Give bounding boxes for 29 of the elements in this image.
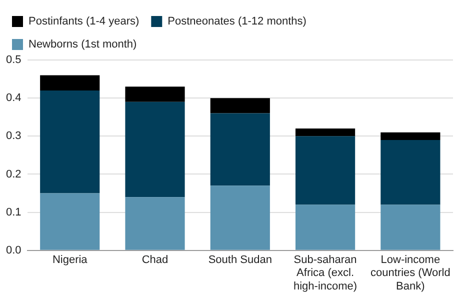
x-tick-label: South Sudan (208, 254, 272, 266)
bar (380, 132, 440, 140)
bar (40, 90, 100, 194)
y-tick-label: 0.1 (6, 206, 22, 218)
bar (380, 204, 440, 250)
y-tick-label: 0.2 (6, 168, 22, 180)
y-tick-label: 0.5 (6, 54, 22, 66)
y-tick-label: 0.3 (6, 130, 22, 142)
bar (295, 128, 356, 136)
legend-label: Postneonates (1-12 months) (168, 16, 306, 28)
bar (125, 197, 185, 250)
legend-label: Postinfants (1-4 years) (28, 16, 140, 28)
x-tick-label: Sub-saharan Africa (excl. high-income) (293, 254, 358, 292)
x-tick-label: Nigeria (52, 254, 88, 266)
y-tick-label: 0.0 (6, 244, 22, 256)
bar (125, 86, 185, 102)
bar (210, 186, 270, 250)
bar (40, 193, 100, 250)
bar (295, 204, 356, 250)
x-tick-label: Chad (142, 254, 168, 266)
bar (210, 113, 270, 186)
bar (295, 136, 356, 205)
y-tick-label: 0.4 (6, 92, 22, 104)
x-tick-label: Low-income countries (World Bank) (370, 254, 450, 292)
bar (210, 98, 270, 114)
bar (380, 140, 440, 205)
legend-label: Newborns (1st month) (28, 38, 137, 51)
bar (125, 102, 185, 198)
bar (40, 75, 100, 90)
